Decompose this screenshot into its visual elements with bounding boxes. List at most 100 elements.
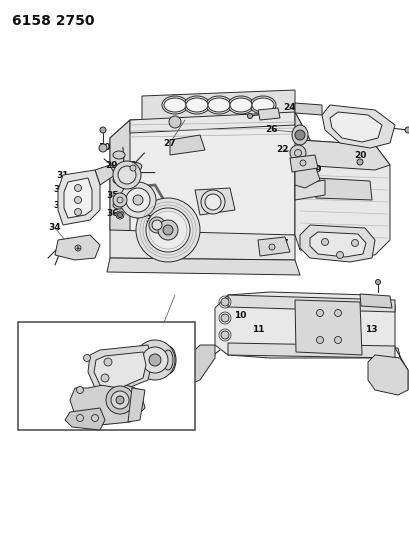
- Polygon shape: [227, 343, 394, 358]
- Circle shape: [204, 194, 220, 210]
- Circle shape: [200, 190, 225, 214]
- Text: 24: 24: [283, 103, 296, 112]
- Circle shape: [113, 161, 141, 189]
- Circle shape: [268, 244, 274, 250]
- Circle shape: [130, 165, 136, 171]
- Ellipse shape: [227, 96, 254, 114]
- Circle shape: [116, 396, 124, 404]
- Ellipse shape: [163, 350, 173, 370]
- Circle shape: [175, 367, 180, 373]
- Circle shape: [375, 279, 380, 285]
- Polygon shape: [257, 237, 289, 256]
- Circle shape: [289, 145, 305, 161]
- Circle shape: [136, 198, 200, 262]
- Ellipse shape: [229, 98, 252, 112]
- Circle shape: [404, 127, 409, 133]
- Ellipse shape: [160, 346, 175, 374]
- Circle shape: [321, 238, 328, 246]
- Polygon shape: [294, 300, 361, 355]
- Polygon shape: [367, 355, 407, 395]
- Polygon shape: [110, 112, 309, 245]
- Polygon shape: [142, 90, 294, 124]
- Text: 27: 27: [163, 139, 176, 148]
- Polygon shape: [294, 140, 389, 170]
- Circle shape: [152, 421, 157, 427]
- Circle shape: [104, 358, 112, 366]
- Text: 9: 9: [245, 295, 252, 304]
- Polygon shape: [257, 108, 279, 120]
- Polygon shape: [294, 103, 321, 115]
- Ellipse shape: [205, 96, 231, 114]
- Polygon shape: [294, 112, 309, 235]
- Ellipse shape: [113, 151, 125, 159]
- Circle shape: [163, 225, 173, 235]
- Circle shape: [117, 213, 122, 217]
- Circle shape: [101, 374, 109, 382]
- Polygon shape: [394, 348, 407, 390]
- Polygon shape: [128, 388, 145, 422]
- Circle shape: [299, 160, 305, 166]
- Circle shape: [116, 211, 124, 219]
- Text: 13: 13: [364, 326, 376, 335]
- Bar: [18, 322, 195, 430]
- Text: 1: 1: [139, 349, 146, 358]
- Text: 25: 25: [257, 108, 270, 117]
- Circle shape: [169, 116, 180, 128]
- Ellipse shape: [186, 98, 207, 112]
- Circle shape: [74, 208, 81, 215]
- Polygon shape: [95, 165, 115, 185]
- Text: 6158 2750: 6158 2750: [12, 14, 94, 28]
- Circle shape: [294, 130, 304, 140]
- Text: 2: 2: [70, 385, 76, 394]
- Ellipse shape: [252, 98, 273, 112]
- Text: 2: 2: [80, 353, 86, 362]
- Circle shape: [148, 217, 164, 233]
- Text: 5: 5: [94, 414, 100, 423]
- Polygon shape: [329, 112, 381, 142]
- Text: 36: 36: [106, 208, 119, 217]
- Circle shape: [316, 310, 323, 317]
- Circle shape: [100, 127, 106, 133]
- Text: 8: 8: [169, 374, 175, 383]
- Text: 35: 35: [106, 190, 119, 199]
- Ellipse shape: [113, 201, 125, 209]
- Circle shape: [135, 340, 175, 380]
- Ellipse shape: [124, 163, 142, 173]
- Text: 15: 15: [341, 313, 353, 322]
- Ellipse shape: [164, 98, 186, 112]
- Ellipse shape: [184, 96, 209, 114]
- Circle shape: [316, 336, 323, 343]
- Circle shape: [133, 195, 143, 205]
- Text: 3: 3: [69, 367, 75, 376]
- Polygon shape: [58, 170, 100, 225]
- Text: 4: 4: [69, 384, 75, 392]
- Circle shape: [152, 220, 162, 230]
- Circle shape: [247, 114, 252, 118]
- Text: 32: 32: [54, 185, 66, 195]
- Polygon shape: [214, 292, 394, 358]
- Polygon shape: [195, 188, 234, 215]
- Text: 21: 21: [289, 156, 301, 165]
- Text: 31: 31: [56, 171, 69, 180]
- Circle shape: [117, 197, 123, 203]
- Circle shape: [111, 391, 129, 409]
- Circle shape: [336, 252, 343, 259]
- Ellipse shape: [291, 125, 307, 145]
- Circle shape: [126, 188, 150, 212]
- Polygon shape: [64, 178, 92, 218]
- Polygon shape: [110, 120, 130, 245]
- Circle shape: [113, 193, 127, 207]
- Text: 37: 37: [145, 215, 158, 224]
- Text: 14: 14: [316, 313, 328, 322]
- Circle shape: [83, 354, 90, 361]
- Circle shape: [146, 208, 189, 252]
- Circle shape: [118, 166, 136, 184]
- Circle shape: [220, 298, 229, 306]
- Text: 10: 10: [233, 311, 245, 319]
- Polygon shape: [309, 232, 365, 257]
- Polygon shape: [88, 345, 152, 392]
- Polygon shape: [170, 135, 204, 155]
- Polygon shape: [180, 345, 214, 385]
- Polygon shape: [289, 155, 317, 172]
- Ellipse shape: [162, 96, 188, 114]
